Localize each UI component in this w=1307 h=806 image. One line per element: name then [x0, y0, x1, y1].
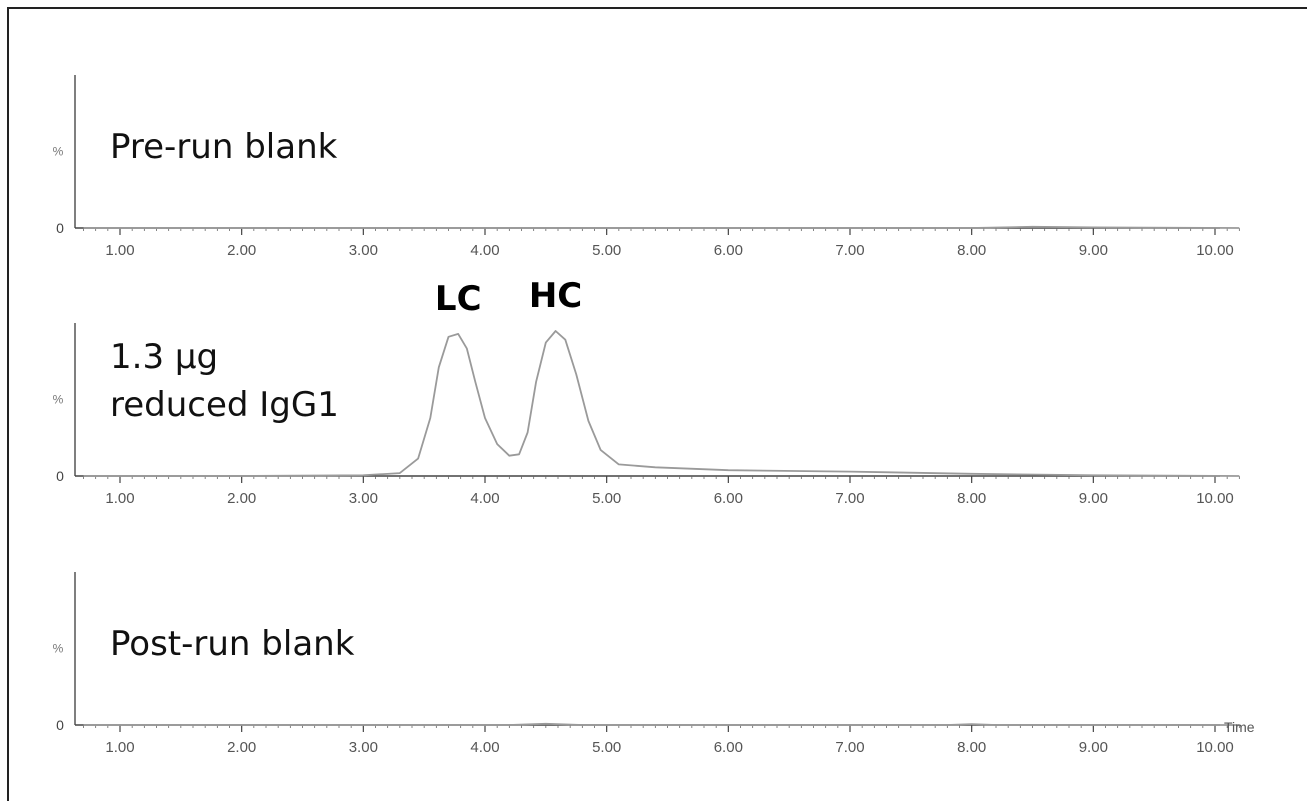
x-tick-label: 7.00 [835, 242, 864, 259]
series-line [83, 330, 1240, 477]
x-tick-label: 1.00 [105, 739, 134, 756]
x-tick-label: 9.00 [1079, 490, 1108, 507]
x-tick-label: 4.00 [470, 739, 499, 756]
x-tick-label: 5.00 [592, 490, 621, 507]
chart-panel-1: % 0 1.00 2.00 3.00 4.00 5.00 6.00 7.00 8.00 9.00 10… [53, 75, 1240, 259]
y-axis-label: % [53, 145, 64, 159]
figure-frame [7, 7, 1307, 806]
x-tick-label: 5.00 [592, 242, 621, 259]
y-axis-label: % [53, 393, 64, 407]
y-zero-label: 0 [56, 717, 64, 733]
x-tick-label: 8.00 [957, 739, 986, 756]
x-tick-label: 2.00 [227, 739, 256, 756]
x-tick-label: 7.00 [835, 490, 864, 507]
panel-label-line: 1.3 μg [110, 337, 218, 377]
x-tick-label: 10.00 [1196, 739, 1234, 756]
x-tick-label: 5.00 [592, 739, 621, 756]
x-tick-label: 1.00 [105, 490, 134, 507]
x-tick-label: 10.00 [1196, 490, 1234, 507]
x-tick-label: 9.00 [1079, 242, 1108, 259]
series-line [83, 722, 1240, 726]
panel-label: Post-run blank [110, 624, 355, 664]
x-tick-label: 3.00 [349, 242, 378, 259]
panel-label: Pre-run blank [110, 127, 338, 167]
x-tick-label: 1.00 [105, 242, 134, 259]
y-axis-label: % [53, 642, 64, 656]
x-tick-label: 3.00 [349, 490, 378, 507]
peak-label-hc: HC [529, 276, 582, 316]
series-line [83, 225, 1240, 229]
x-tick-label: 9.00 [1079, 739, 1108, 756]
x-tick-label: 10.00 [1196, 242, 1234, 259]
panel-label-line: reduced IgG1 [110, 385, 339, 425]
x-tick-label: 8.00 [957, 490, 986, 507]
chart-panel-2: % 0 1.00 2.00 3.00 4.00 5.00 6.00 7.00 8.00 9.00 10… [53, 276, 1240, 507]
x-tick-label: 6.00 [714, 490, 743, 507]
x-tick-label: 4.00 [470, 490, 499, 507]
x-tick-label: 6.00 [714, 739, 743, 756]
x-tick-label: 3.00 [349, 739, 378, 756]
x-axis-title: Time [1224, 719, 1255, 735]
x-tick-label: 2.00 [227, 242, 256, 259]
x-tick-label: 2.00 [227, 490, 256, 507]
y-zero-label: 0 [56, 468, 64, 484]
x-tick-label: 7.00 [835, 739, 864, 756]
y-zero-label: 0 [56, 220, 64, 236]
x-tick-label: 6.00 [714, 242, 743, 259]
chart-panel-3: % 0 1.00 2.00 3.00 4.00 5.00 6.00 7.00 8.00 9.00 10… [53, 572, 1255, 756]
x-tick-label: 8.00 [957, 242, 986, 259]
x-tick-label: 4.00 [470, 242, 499, 259]
peak-label-lc: LC [435, 279, 482, 319]
